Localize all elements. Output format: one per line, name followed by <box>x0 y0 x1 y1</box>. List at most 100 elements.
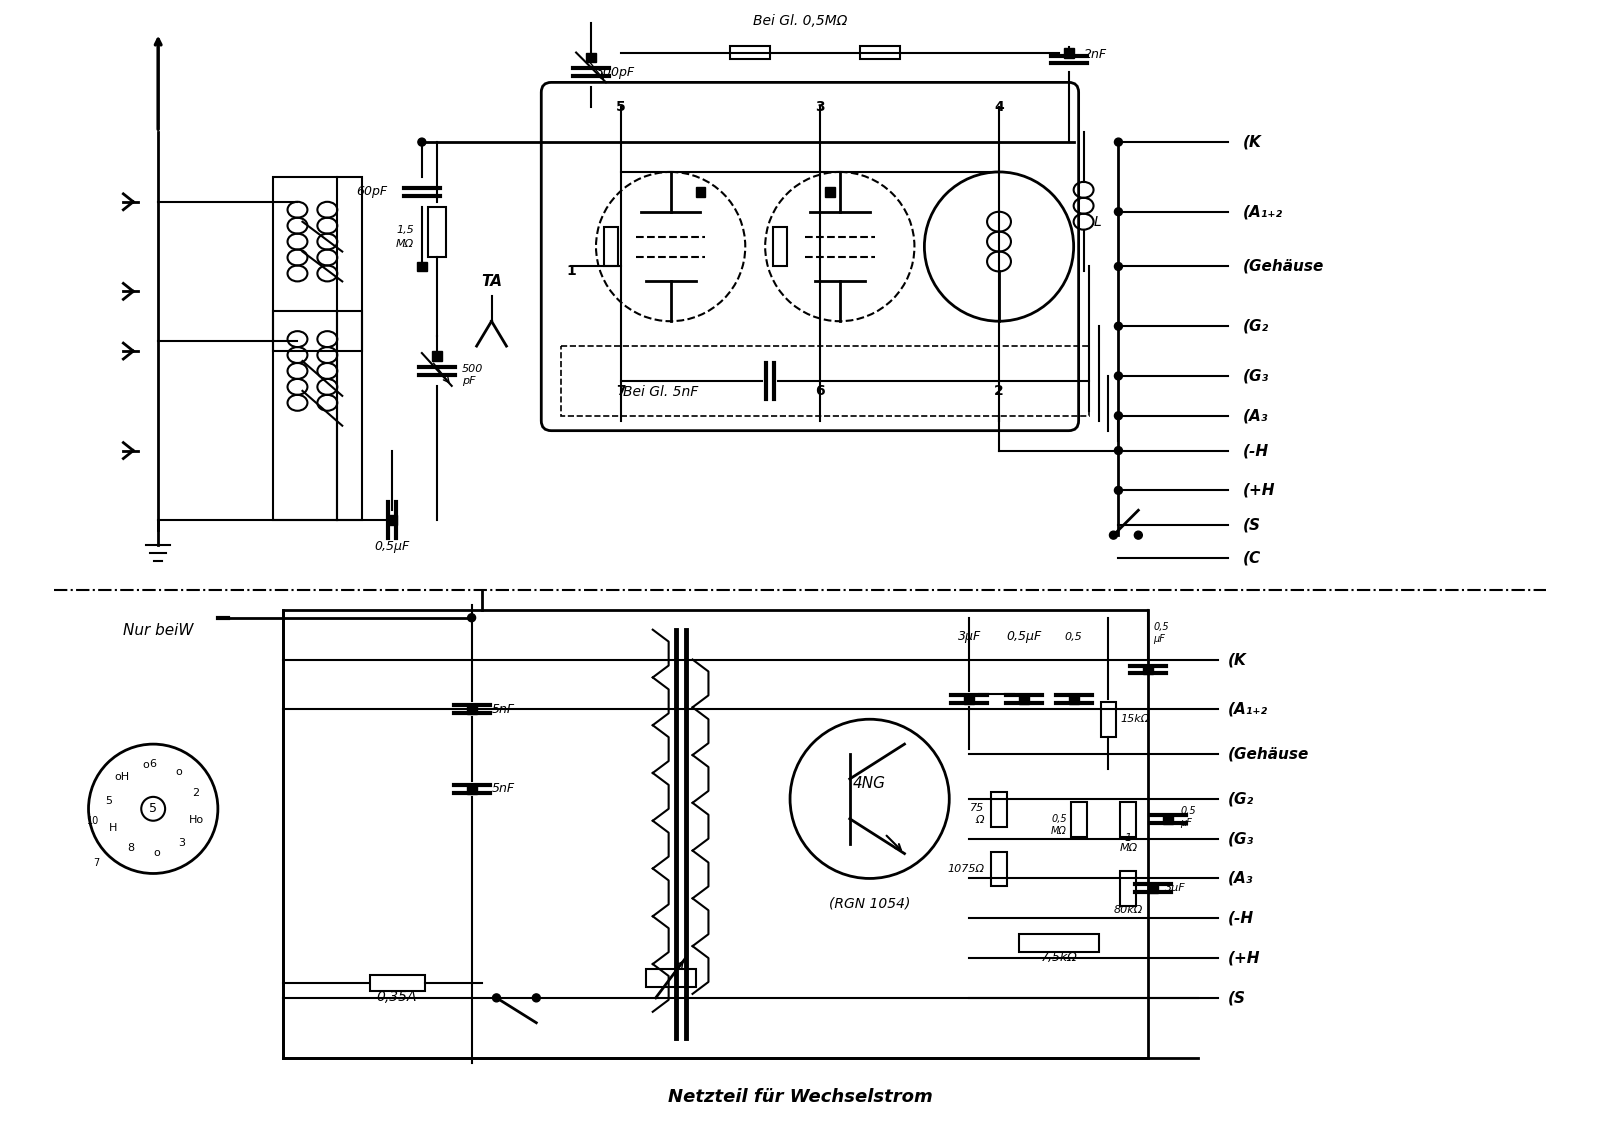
Text: (S: (S <box>1243 518 1261 533</box>
Text: MΩ: MΩ <box>1051 826 1067 836</box>
Text: (+H: (+H <box>1243 483 1275 498</box>
Bar <box>1120 802 1136 837</box>
Bar <box>730 45 770 60</box>
Text: Bei Gl. 5nF: Bei Gl. 5nF <box>622 385 698 399</box>
Bar <box>1070 802 1086 837</box>
Text: 7: 7 <box>616 383 626 398</box>
Text: (C: (C <box>1243 551 1261 566</box>
Text: (Gehäuse: (Gehäuse <box>1243 259 1325 274</box>
Bar <box>826 187 835 197</box>
Circle shape <box>389 516 395 524</box>
Circle shape <box>493 994 501 1002</box>
Bar <box>859 45 899 60</box>
Text: 1075Ω: 1075Ω <box>947 863 984 873</box>
Text: (G₃: (G₃ <box>1227 831 1254 846</box>
Text: Bei Gl. 0,5MΩ: Bei Gl. 0,5MΩ <box>754 14 846 27</box>
Text: 60pF: 60pF <box>355 185 387 198</box>
Bar <box>1149 883 1158 893</box>
Bar <box>1120 872 1136 906</box>
Circle shape <box>1115 322 1123 330</box>
Bar <box>370 975 426 991</box>
Text: (RGN 1054): (RGN 1054) <box>829 897 910 910</box>
Text: 0,5μF: 0,5μF <box>374 541 410 553</box>
Text: MΩ: MΩ <box>395 239 414 249</box>
Text: 5: 5 <box>616 101 626 114</box>
Text: 0,5: 0,5 <box>1051 813 1067 823</box>
Circle shape <box>1109 532 1117 539</box>
Text: oH: oH <box>114 772 130 783</box>
Text: (-H: (-H <box>1243 443 1269 458</box>
Bar <box>773 226 787 267</box>
Text: (S: (S <box>1227 991 1246 1005</box>
Text: 3: 3 <box>179 838 186 848</box>
Bar <box>1019 934 1099 952</box>
Text: Ω: Ω <box>976 814 984 824</box>
Bar <box>272 311 362 520</box>
Text: 15kΩ: 15kΩ <box>1120 715 1150 724</box>
Text: 0,5μF: 0,5μF <box>1006 630 1042 642</box>
Text: (G₃: (G₃ <box>1243 369 1269 383</box>
Text: 3μF: 3μF <box>957 630 981 642</box>
Bar <box>990 852 1006 887</box>
Text: 5nF: 5nF <box>491 783 515 795</box>
Text: 4: 4 <box>994 101 1003 114</box>
Text: 0,5: 0,5 <box>1064 631 1083 641</box>
Text: L: L <box>1093 215 1101 228</box>
Text: 1: 1 <box>1125 832 1131 843</box>
Text: 6: 6 <box>150 759 157 769</box>
Text: 3μF: 3μF <box>1165 883 1186 893</box>
Text: (G₂: (G₂ <box>1227 792 1254 806</box>
Text: H: H <box>109 822 117 832</box>
Text: 2nF: 2nF <box>1083 48 1107 61</box>
Text: (-H: (-H <box>1227 910 1254 926</box>
Circle shape <box>1134 532 1142 539</box>
Text: 3: 3 <box>814 101 824 114</box>
Bar <box>467 705 477 715</box>
Text: MΩ: MΩ <box>1120 843 1138 853</box>
Text: 0,5: 0,5 <box>1154 622 1170 632</box>
Circle shape <box>467 614 475 622</box>
Bar <box>467 784 477 794</box>
Bar <box>432 351 442 361</box>
Text: 300pF: 300pF <box>597 66 635 79</box>
Text: 2: 2 <box>192 788 198 798</box>
Text: 6: 6 <box>814 383 824 398</box>
Text: o: o <box>176 767 182 777</box>
Text: (A₃: (A₃ <box>1243 408 1269 423</box>
Bar <box>1019 694 1029 705</box>
Bar <box>418 261 427 271</box>
Text: 0,5: 0,5 <box>1181 805 1195 815</box>
Text: pF: pF <box>462 375 475 386</box>
Text: o: o <box>142 760 149 770</box>
Text: 7: 7 <box>93 857 99 867</box>
Text: 2: 2 <box>994 383 1003 398</box>
Text: (Gehäuse: (Gehäuse <box>1227 746 1309 761</box>
Circle shape <box>1115 447 1123 455</box>
Text: Ho: Ho <box>189 815 205 826</box>
Circle shape <box>1115 262 1123 270</box>
Text: 5nF: 5nF <box>491 702 515 716</box>
Bar <box>427 207 446 257</box>
Bar <box>696 187 706 197</box>
Circle shape <box>1115 372 1123 380</box>
Bar <box>586 52 597 62</box>
Text: μF: μF <box>1154 633 1165 644</box>
Text: 75: 75 <box>970 803 984 813</box>
Text: TA: TA <box>482 274 502 288</box>
Text: (A₁₊₂: (A₁₊₂ <box>1243 205 1283 219</box>
Bar <box>990 792 1006 827</box>
Bar <box>1163 814 1173 823</box>
Text: 10: 10 <box>88 815 99 826</box>
Text: μF: μF <box>1181 818 1192 828</box>
Circle shape <box>1115 208 1123 216</box>
Bar <box>1069 694 1078 705</box>
Bar <box>965 694 974 705</box>
Text: 8: 8 <box>128 843 134 853</box>
Text: 80kΩ: 80kΩ <box>1114 905 1142 915</box>
Text: (+H: (+H <box>1227 950 1261 966</box>
Text: (A₃: (A₃ <box>1227 871 1253 886</box>
Text: Netzteil für Wechselstrom: Netzteil für Wechselstrom <box>667 1088 933 1106</box>
Text: 500: 500 <box>462 364 483 374</box>
Text: 5: 5 <box>149 802 157 815</box>
Text: 7,5kΩ: 7,5kΩ <box>1040 951 1077 964</box>
